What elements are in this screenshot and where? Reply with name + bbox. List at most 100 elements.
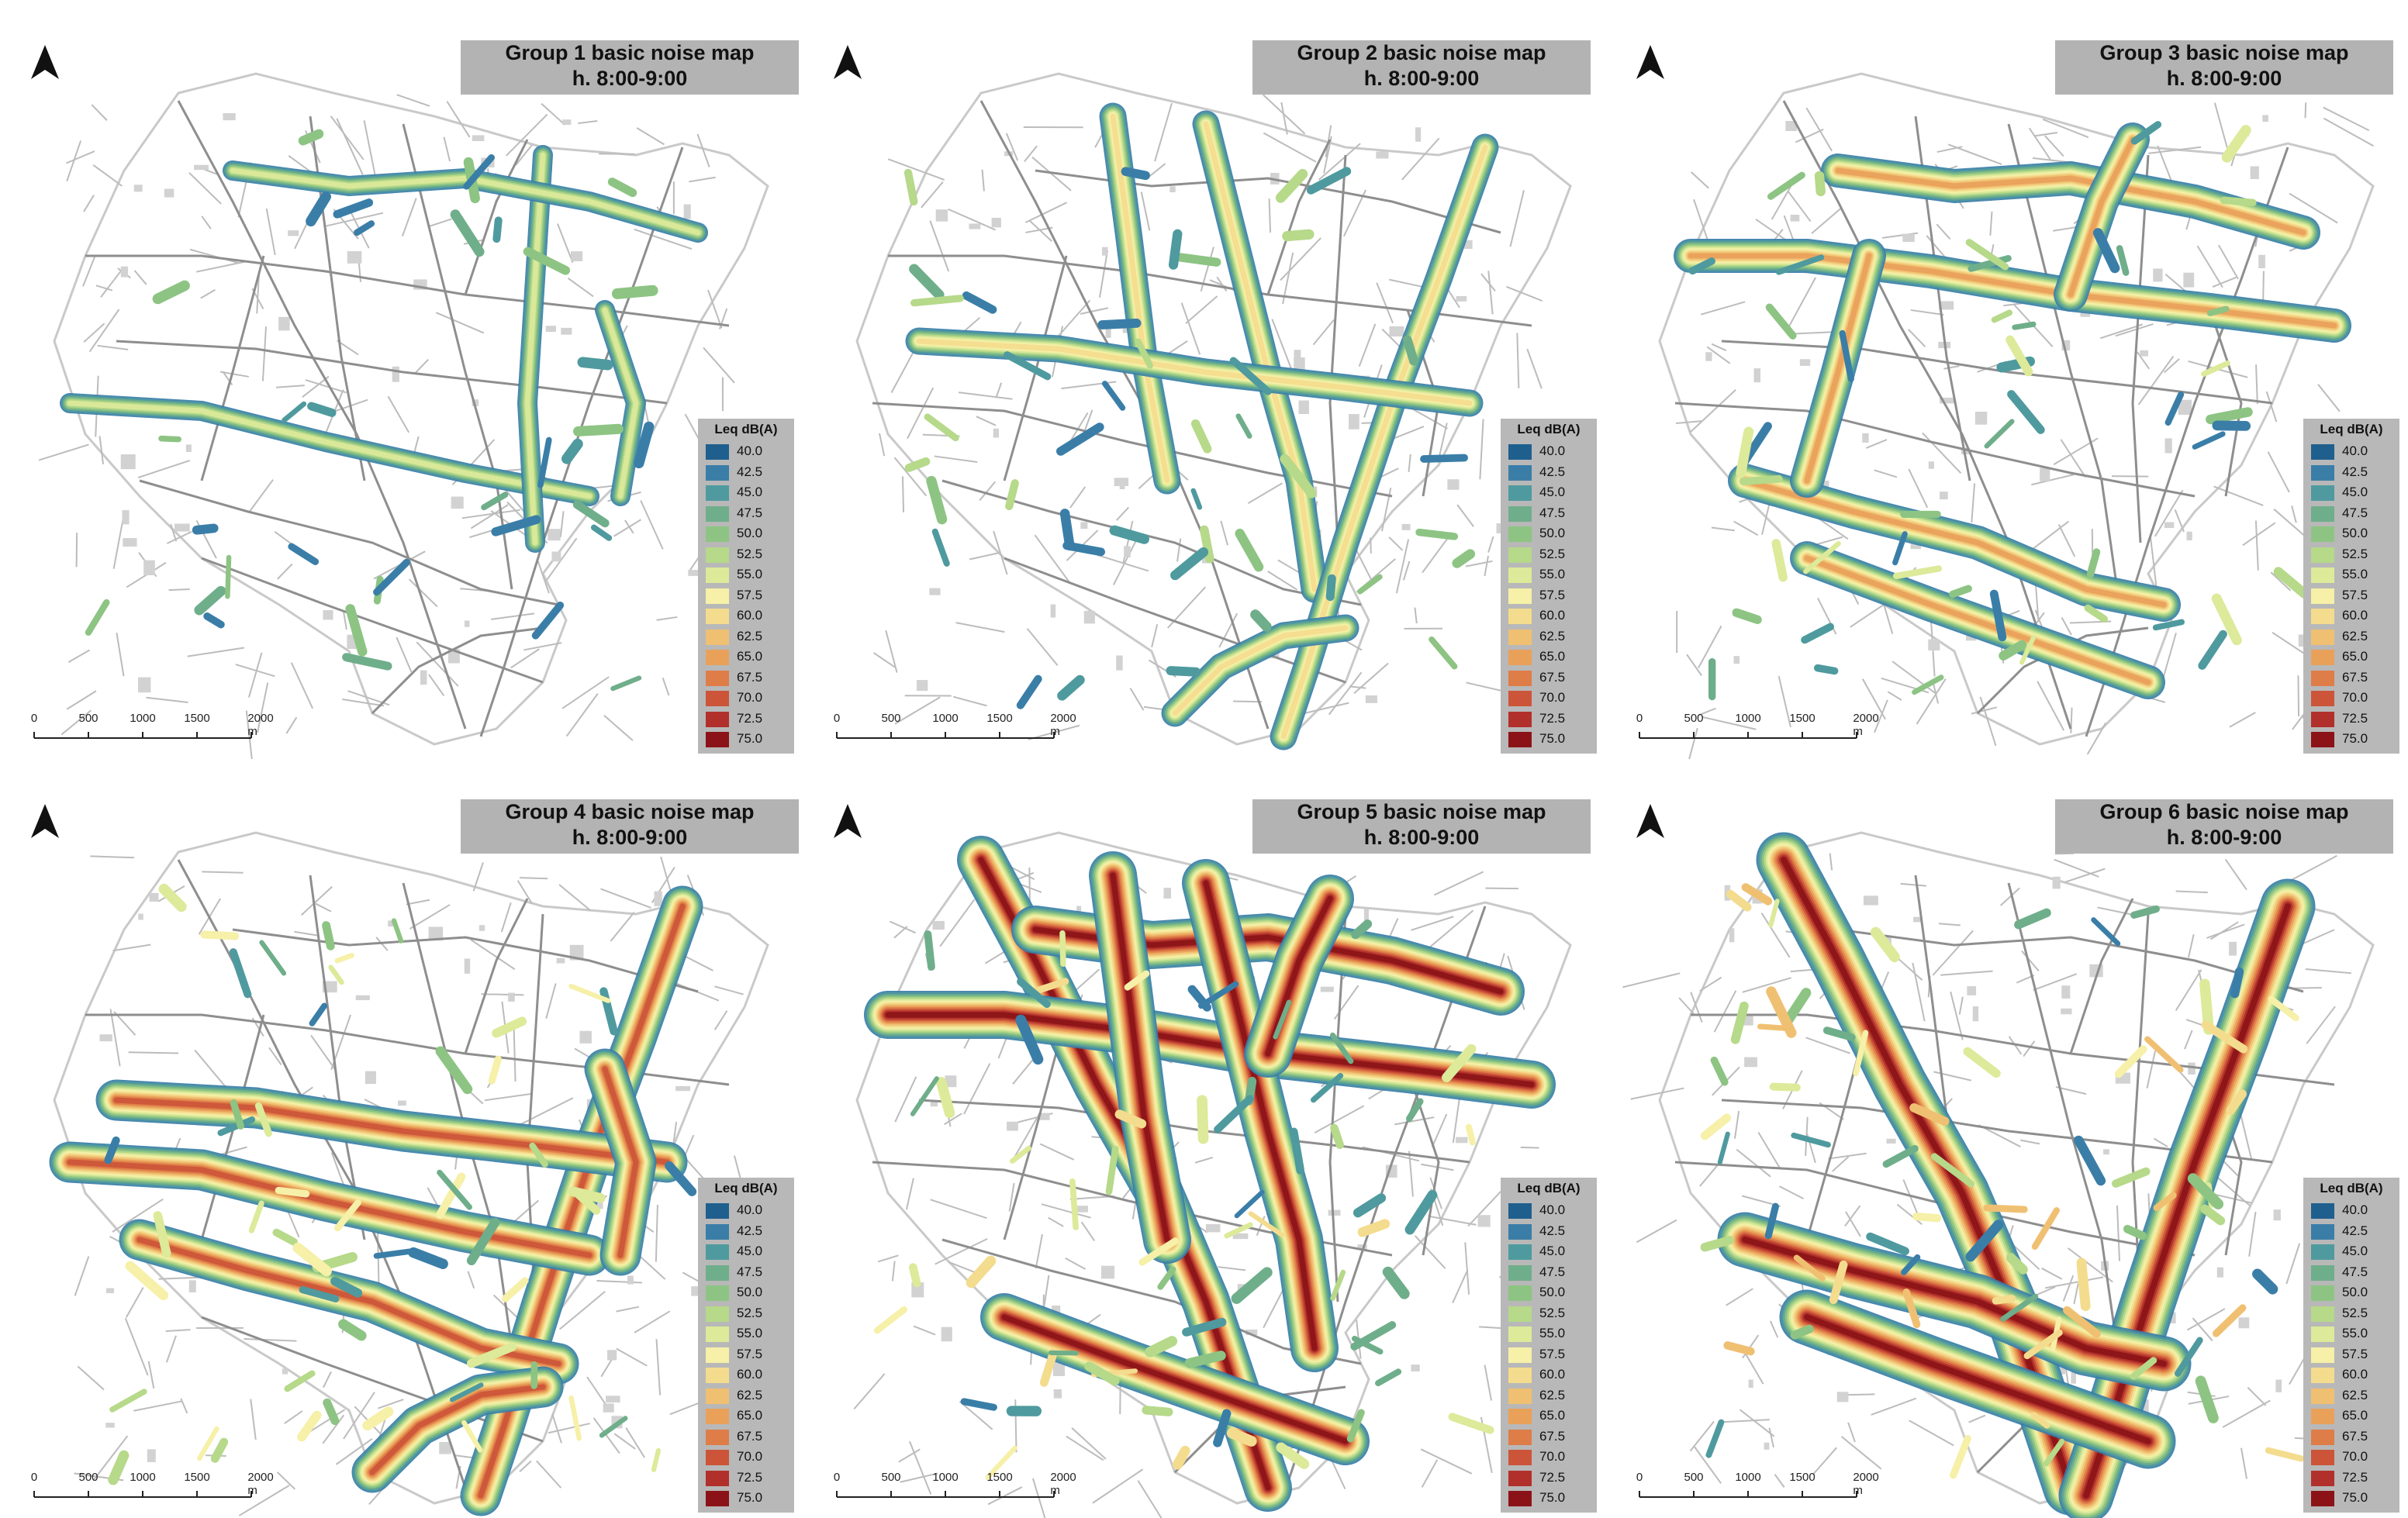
legend-entry: 57.5 [706,1345,791,1364]
legend-level: 40.0 [2342,443,2368,458]
legend-entry: 40.0 [1508,1201,1594,1220]
legend-level: 67.5 [2342,669,2368,685]
legend-level: 42.5 [737,1223,763,1238]
legend-swatch [706,464,729,481]
legend-level: 47.5 [737,1264,763,1279]
legend-swatch [706,1327,729,1342]
legend-level: 72.5 [737,710,763,726]
noise-contours [1717,832,2316,1518]
noise-map-3 [1658,72,2375,759]
scale-bar: 0 500 1000 1500 2000 m [1632,1471,1879,1505]
legend-swatch [2311,1409,2334,1424]
legend-entry: 60.0 [706,1365,791,1384]
legend-entry: 47.5 [2311,1263,2396,1282]
legend-level: 42.5 [737,464,763,479]
legend-swatch [2311,609,2334,624]
legend-level: 57.5 [2342,1346,2368,1361]
scale-bar: 0 500 1000 1500 2000 m [829,1471,1076,1505]
legend-level: 42.5 [2342,464,2368,479]
noise-map-6 [1622,831,2378,1518]
scale-tick-label: 500 [1684,1471,1704,1484]
legend-swatch [1508,1368,1532,1383]
legend-swatch [1508,732,1532,747]
legend-level: 55.0 [2342,1326,2368,1340]
legend-swatch [1508,1203,1532,1219]
legend-entry: 40.0 [2311,442,2396,461]
legend-entry: 50.0 [2311,1283,2396,1302]
legend-swatch [2311,670,2334,686]
legend-swatch [706,1223,729,1240]
legend-level: 52.5 [737,546,763,561]
legend-level: 55.0 [737,1326,763,1340]
legend-swatch [1508,1470,1532,1486]
minor-street-noise [1688,121,2310,701]
legend-level: 50.0 [737,1285,763,1299]
map-time-range: h. 8:00-9:00 [1363,67,1480,90]
legend-swatch [2311,1368,2334,1383]
legend-entry: 47.5 [1508,504,1594,523]
legend-entry: 45.0 [1508,483,1594,502]
legend-entry: 62.5 [1508,627,1594,646]
noise-contours [1674,122,2351,699]
legend-entry: 62.5 [2311,627,2396,646]
legend-entry: 65.0 [2311,647,2396,666]
legend-swatch [706,711,729,727]
legend-entry: 75.0 [706,1489,791,1507]
legend-swatch [2311,588,2334,604]
legend-entry: 42.5 [2311,1222,2396,1240]
legend-swatch [2311,1470,2334,1486]
scale-tick-label: 1000 [1735,712,1761,725]
legend-level: 70.0 [2342,690,2368,705]
noise-contours [864,836,1556,1512]
legend-swatch [1508,1264,1532,1281]
legend-entry: 65.0 [1508,647,1594,666]
legend-swatch [2311,485,2334,501]
legend-swatch [706,609,729,624]
legend-swatch [706,1285,729,1301]
scale-bar-line [1639,732,1857,739]
scale-tick-label: 500 [78,712,98,725]
legend-entry: 50.0 [2311,524,2396,543]
legend-title: Leq dB(A) [1517,422,1581,436]
legend-level: 40.0 [737,443,763,458]
map-title: Group 3 basic noise map [2099,41,2349,64]
legend-level: 42.5 [1539,464,1566,479]
legend-entry: 70.0 [2311,1447,2396,1466]
legend-entry: 52.5 [1508,545,1594,564]
legend-level: 75.0 [737,1490,763,1505]
legend-entry: 57.5 [1508,586,1594,605]
legend-swatch [2311,1347,2334,1363]
legend-entry: 57.5 [1508,1345,1594,1364]
legend-entry: 65.0 [1508,1406,1594,1425]
legend-level: 47.5 [2342,1264,2368,1279]
legend-entry: 55.0 [2311,565,2396,584]
legend-swatch [2311,1306,2334,1322]
legend-entry: 60.0 [1508,1365,1594,1384]
legend-entry: 65.0 [706,1406,791,1425]
scale-tick-label: 1500 [1789,712,1816,725]
legend-swatch [706,1368,729,1383]
legend-swatch [1508,485,1532,501]
map-time-range: h. 8:00-9:00 [572,826,688,849]
legend-swatch [706,505,729,522]
legend-entry: 75.0 [706,730,791,748]
legend-swatch [2311,1327,2334,1342]
legend-swatch [1508,1244,1532,1260]
scale-tick-label: 1000 [1735,1471,1761,1484]
legend-swatch [706,444,729,460]
legend-swatch [706,1347,729,1363]
legend-entry: 57.5 [2311,1345,2396,1364]
legend-entry: 42.5 [2311,463,2396,481]
legend-level: 60.0 [1539,1367,1566,1382]
legend-entry: 67.5 [2311,1427,2396,1446]
legend-swatch [706,547,729,563]
legend-swatch [706,629,729,645]
noise-legend: Leq dB(A) 40.0 42.5 45.0 47.5 50.0 52.5 55.0 57.… [1501,1178,1597,1513]
legend-entry: 50.0 [1508,1283,1594,1302]
scale-bar-line [836,732,1055,739]
legend-entry: 52.5 [2311,1304,2396,1323]
legend-level: 42.5 [2342,1223,2368,1238]
legend-level: 60.0 [737,1367,763,1382]
legend-level: 50.0 [2342,1285,2368,1299]
